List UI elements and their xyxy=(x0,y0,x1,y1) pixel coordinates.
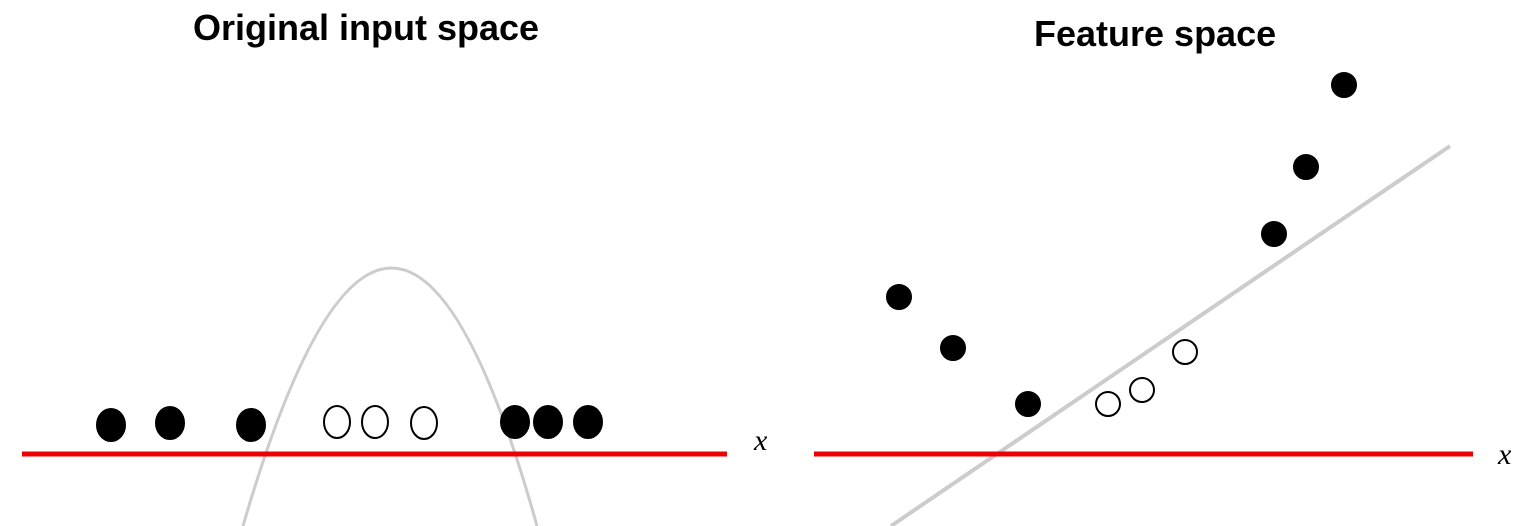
right-point-empty-2 xyxy=(1129,377,1155,403)
left-point-filled-5 xyxy=(533,405,563,439)
left-point-filled-2 xyxy=(155,406,185,440)
right-point-empty-1 xyxy=(1095,391,1121,417)
left-point-filled-4 xyxy=(500,405,530,439)
right-points xyxy=(886,72,1357,417)
left-panel-title: Original input space xyxy=(193,7,540,48)
right-panel-title: Feature space xyxy=(1034,13,1277,54)
right-point-filled-5 xyxy=(1293,154,1319,180)
right-point-filled-2 xyxy=(940,335,966,361)
right-point-filled-1 xyxy=(886,284,912,310)
left-points xyxy=(96,405,603,442)
left-point-filled-3 xyxy=(236,408,266,442)
left-point-filled-6 xyxy=(573,405,603,439)
left-point-empty-2 xyxy=(361,405,389,439)
right-point-filled-3 xyxy=(1015,391,1041,417)
left-axis-label: x xyxy=(754,424,768,457)
right-point-empty-3 xyxy=(1172,339,1198,365)
left-point-empty-3 xyxy=(410,406,438,440)
left-point-empty-1 xyxy=(323,405,351,439)
right-point-filled-6 xyxy=(1331,72,1357,98)
right-point-filled-4 xyxy=(1261,221,1287,247)
left-decision-curve xyxy=(241,266,539,526)
left-point-filled-1 xyxy=(96,408,126,442)
right-axis-label: x xyxy=(1498,438,1512,471)
right-decision-line xyxy=(889,144,1452,526)
